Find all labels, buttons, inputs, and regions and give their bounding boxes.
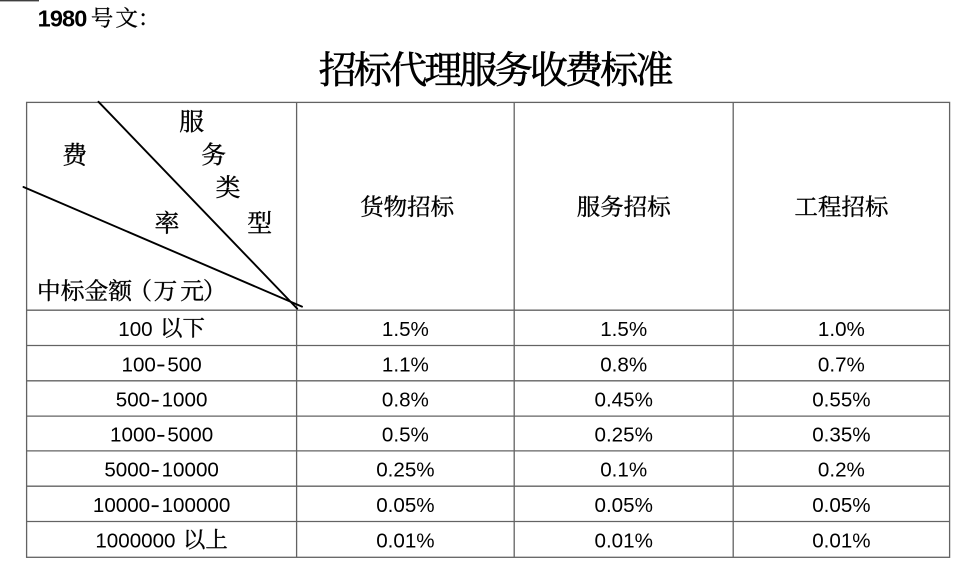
svg-text:0.45%: 0.45% (594, 389, 652, 412)
svg-text:0.05%: 0.05% (376, 494, 434, 517)
svg-text:0.01%: 0.01% (812, 530, 870, 553)
svg-text:0.05%: 0.05% (594, 494, 652, 517)
svg-text:0.05%: 0.05% (812, 494, 870, 517)
svg-text:500: 500 (116, 389, 150, 412)
svg-text:5000: 5000 (167, 424, 213, 447)
svg-text:0.35%: 0.35% (812, 424, 870, 447)
svg-text:5000: 5000 (104, 459, 150, 482)
svg-text:1000: 1000 (110, 424, 156, 447)
svg-text:1.5%: 1.5% (382, 318, 429, 341)
svg-text:10000: 10000 (93, 494, 150, 517)
svg-text:0.7%: 0.7% (818, 353, 865, 376)
svg-text:0.01%: 0.01% (594, 530, 652, 553)
svg-text:0.25%: 0.25% (376, 459, 434, 482)
svg-text:0.25%: 0.25% (594, 424, 652, 447)
svg-text:1000: 1000 (162, 389, 208, 412)
svg-text:100000: 100000 (162, 494, 231, 517)
svg-text:1.5%: 1.5% (600, 318, 647, 341)
svg-text:1000000: 1000000 (95, 530, 175, 553)
svg-text:100: 100 (122, 353, 156, 376)
svg-text:100: 100 (118, 318, 152, 341)
svg-text:10000: 10000 (162, 459, 219, 482)
svg-text:0.5%: 0.5% (382, 424, 429, 447)
svg-text:0.8%: 0.8% (382, 389, 429, 412)
svg-text:0.2%: 0.2% (818, 459, 865, 482)
svg-text:500: 500 (167, 353, 201, 376)
svg-text:0.55%: 0.55% (812, 389, 870, 412)
svg-text:0.8%: 0.8% (600, 353, 647, 376)
svg-text:1980: 1980 (38, 5, 88, 31)
svg-text:0.01%: 0.01% (376, 530, 434, 553)
svg-text:1.1%: 1.1% (382, 353, 429, 376)
svg-text:0.1%: 0.1% (600, 459, 647, 482)
svg-text:1.0%: 1.0% (818, 318, 865, 341)
